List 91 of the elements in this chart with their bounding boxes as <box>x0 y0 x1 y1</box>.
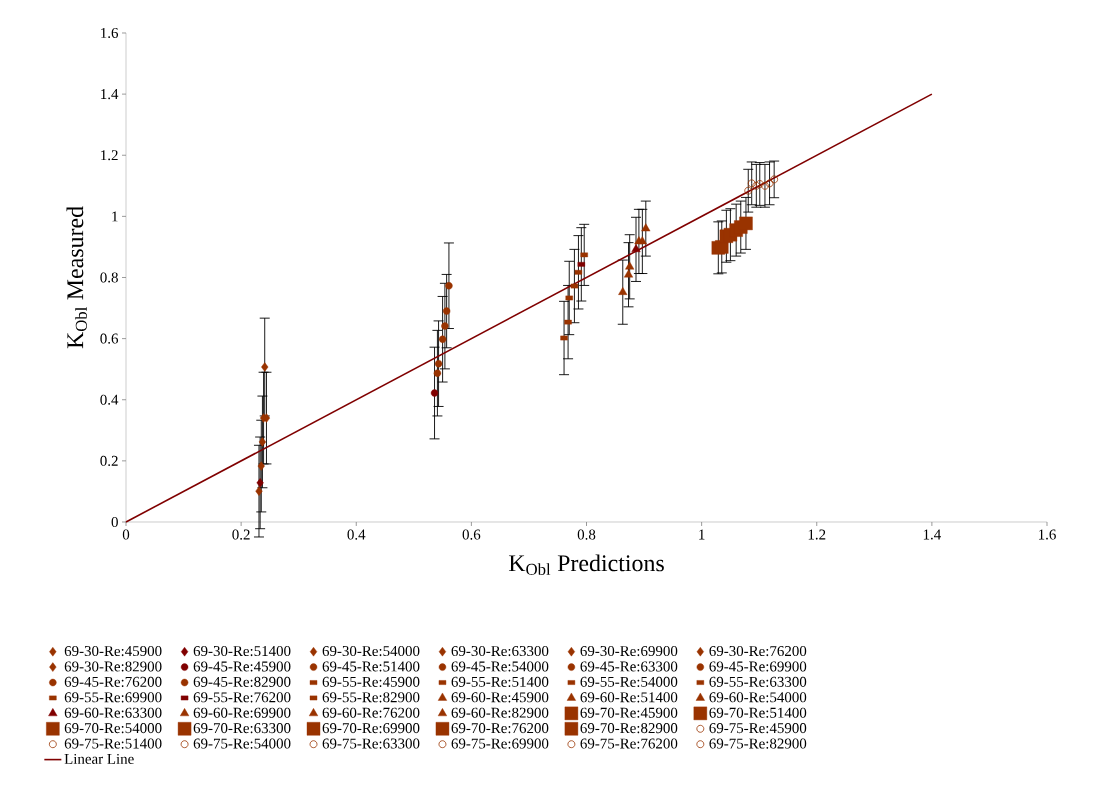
point <box>755 180 764 188</box>
legend-label: 69-75-Re:54000 <box>193 738 291 749</box>
point <box>258 437 266 447</box>
point <box>433 369 442 377</box>
x-tick-label: 0.4 <box>347 529 366 540</box>
legend-label: 69-70-Re:45900 <box>580 707 678 718</box>
legend-label: 69-55-Re:51400 <box>451 676 549 687</box>
legend-label: 69-70-Re:54000 <box>64 723 162 734</box>
y-tick-label: 1.4 <box>101 89 119 100</box>
y-tick-label: 1.2 <box>101 150 118 161</box>
y-tick-label: 0.2 <box>100 455 118 466</box>
legend-label: 69-60-Re:82900 <box>451 707 549 718</box>
legend-label: 69-45-Re:76200 <box>64 676 162 687</box>
y-tick-label: 0.4 <box>100 394 119 405</box>
legend-label: 69-60-Re:45900 <box>451 692 549 703</box>
point <box>438 335 447 343</box>
legend-label: 69-75-Re:63300 <box>322 738 420 749</box>
y-axis-title: K$_{Obl}$ Measured <box>66 206 87 349</box>
legend-label: 69-30-Re:69900 <box>580 645 678 657</box>
legend-label: 69-70-Re:69900 <box>322 723 420 734</box>
legend-label: 69-45-Re:63300 <box>580 661 678 672</box>
legend-label: 69-75-Re:45900 <box>709 723 807 734</box>
legend-label: 69-60-Re:54000 <box>709 692 807 703</box>
point <box>560 335 568 341</box>
point <box>445 282 453 290</box>
legend-label: 69-60-Re:69900 <box>193 707 291 718</box>
legend-label: 69-45-Re:45900 <box>193 661 291 672</box>
legend-label: 69-45-Re:54000 <box>451 661 549 672</box>
legend-label: 69-60-Re:63300 <box>64 707 162 718</box>
y-tick-label: 0 <box>111 516 118 528</box>
legend-label: 69-45-Re:51400 <box>322 661 420 672</box>
legend-label: 69-75-Re:76200 <box>580 738 678 749</box>
legend-label: 69-55-Re:45900 <box>322 676 420 687</box>
legend-label: 69-70-Re:76200 <box>451 723 549 734</box>
y-tick-label: 0.8 <box>100 272 118 283</box>
legend-label: 69-75-Re:69900 <box>451 738 549 749</box>
point <box>765 179 774 188</box>
x-tick-label: 1.2 <box>808 529 826 540</box>
legend-label: 69-55-Re:54000 <box>580 676 678 687</box>
x-tick-label: 0 <box>122 529 130 540</box>
legend-label: 69-75-Re:82900 <box>709 738 807 749</box>
point <box>255 486 263 496</box>
legend-label: 69-30-Re:76200 <box>709 645 807 657</box>
point <box>625 261 635 270</box>
legend-label: 69-45-Re:82900 <box>193 676 291 687</box>
x-tick-label: 1.6 <box>1038 529 1056 540</box>
point <box>580 252 588 258</box>
point <box>618 286 628 295</box>
legend-label: 69-70-Re:51400 <box>709 707 807 718</box>
point <box>770 175 779 184</box>
legend-label: 69-30-Re:45900 <box>64 645 162 657</box>
point <box>744 186 753 195</box>
point <box>257 461 265 471</box>
legend-label: 69-60-Re:76200 <box>322 707 420 718</box>
x-tick-label: 0.2 <box>232 529 250 540</box>
point <box>434 359 443 368</box>
legend-label: Linear Line <box>64 753 134 764</box>
point <box>752 181 761 190</box>
point <box>624 269 634 278</box>
legend-label: 69-45-Re:69900 <box>709 661 807 672</box>
legend-label: 69-75-Re:51400 <box>64 738 162 749</box>
legend-label: 69-70-Re:63300 <box>193 723 291 734</box>
y-tick-label: 1 <box>112 211 118 222</box>
point <box>256 478 264 488</box>
point <box>441 322 449 330</box>
legend-label: 69-55-Re:76200 <box>193 692 291 703</box>
x-axis-title: K$_{Obl}$ Predictions <box>508 554 664 575</box>
y-tick-label: 0.6 <box>100 333 119 344</box>
x-tick-label: 1 <box>699 529 705 540</box>
legend-label: 69-30-Re:51400 <box>193 645 291 657</box>
point <box>442 307 451 315</box>
point <box>564 319 572 325</box>
legend-label: 69-30-Re:54000 <box>322 645 420 657</box>
x-tick-label: 0.8 <box>577 529 596 540</box>
point <box>747 179 756 188</box>
point <box>430 389 439 397</box>
legend-label: 69-70-Re:82900 <box>580 723 678 734</box>
legend-label: 69-30-Re:82900 <box>64 661 162 672</box>
legend-label: 69-55-Re:82900 <box>322 692 420 703</box>
legend-label: 69-30-Re:63300 <box>451 645 549 657</box>
point <box>565 295 573 301</box>
point <box>631 244 641 253</box>
point <box>761 181 769 190</box>
point <box>641 223 651 232</box>
y-tick-label: 1.6 <box>101 27 119 39</box>
x-tick-label: 0.6 <box>462 529 481 540</box>
x-tick-label: 1.4 <box>923 529 941 540</box>
legend-label: 69-60-Re:51400 <box>580 692 678 703</box>
point <box>739 216 753 231</box>
legend-label: 69-55-Re:63300 <box>709 676 807 687</box>
legend-label: 69-55-Re:69900 <box>64 692 162 703</box>
